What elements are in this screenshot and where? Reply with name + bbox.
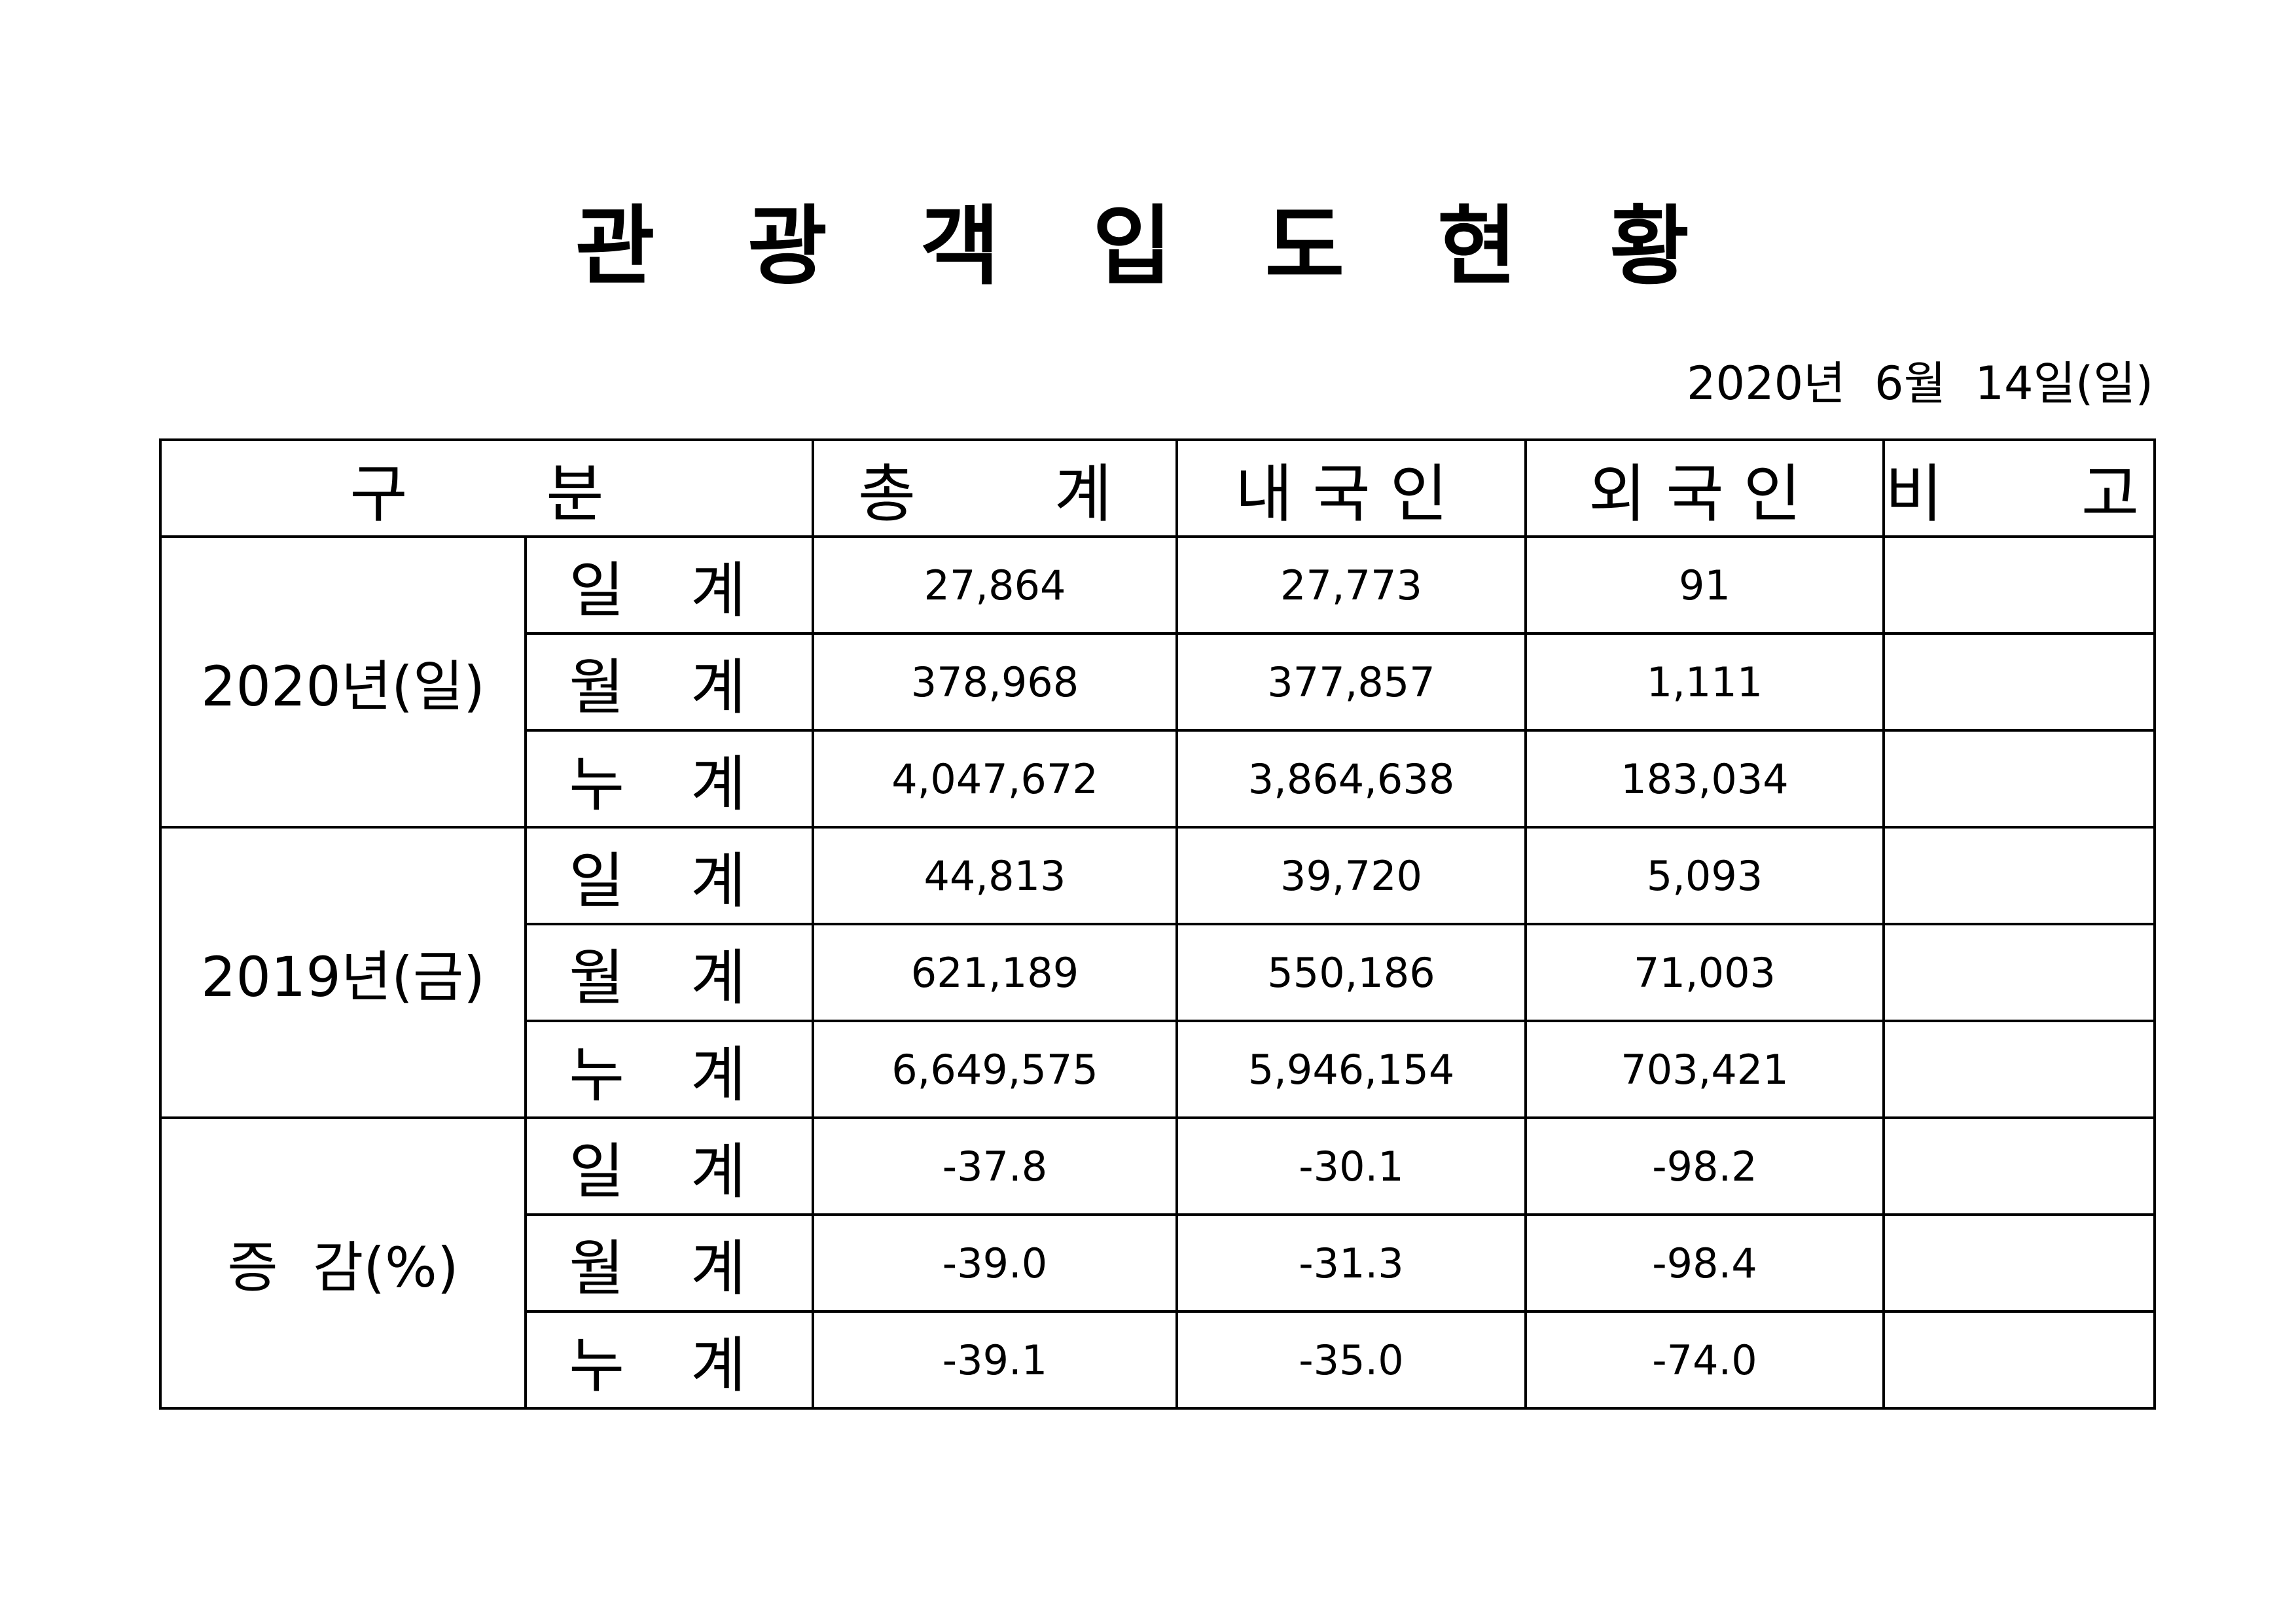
value-cell: 91 [1524, 535, 1885, 635]
remark-cell [1882, 923, 2156, 1022]
remark-cell [1882, 632, 2156, 732]
value-cell: 378,968 [812, 632, 1178, 732]
value-cell: 377,857 [1175, 632, 1527, 732]
row-label: 월 계 [524, 1213, 814, 1313]
remark-cell [1882, 1116, 2156, 1216]
remark-cell [1882, 826, 2156, 925]
data-row: 2020년(일) 일 계 27,864 27,773 91 [159, 535, 2156, 829]
row-label: 일 계 [524, 1116, 814, 1216]
group-label: 2019년(금) [159, 826, 527, 1119]
row-label: 월 계 [524, 923, 814, 1022]
group-label: 증 감(%) [159, 1116, 527, 1410]
value-cell: -30.1 [1175, 1116, 1527, 1216]
row-label: 누 계 [524, 729, 814, 829]
row-label: 누 계 [524, 1020, 814, 1119]
value-cell: 27,864 [812, 535, 1178, 635]
date: 2020년 6월 14일(일) [1687, 357, 2153, 410]
header-cell: 총 계 [812, 438, 1178, 538]
value-cell: 3,864,638 [1175, 729, 1527, 829]
data-row: 월 계 378,968 377,857 1,111 [160, 632, 2156, 732]
row-label: 일 계 [524, 826, 814, 925]
row-label: 누 계 [524, 1310, 814, 1410]
remark-cell [1882, 729, 2156, 829]
value-cell: -35.0 [1175, 1310, 1527, 1410]
value-cell: -39.0 [812, 1213, 1178, 1313]
value-cell: -98.4 [1524, 1213, 1885, 1313]
data-row: 증 감(%) 일 계 -37.8 -30.1 -98.2 [159, 1116, 2156, 1410]
title: 관 광 객 입 도 현 황 [575, 196, 1721, 297]
value-cell: 6,649,575 [812, 1020, 1178, 1119]
data-row: 월 계 621,189 550,186 71,003 [160, 923, 2156, 1022]
header-cell: 외국인 [1524, 438, 1885, 538]
remark-cell [1882, 1310, 2156, 1410]
value-cell: 550,186 [1175, 923, 1527, 1022]
value-cell: -31.3 [1175, 1213, 1527, 1313]
value-cell: 1,111 [1524, 632, 1885, 732]
header-cell: 내국인 [1175, 438, 1527, 538]
value-cell: 621,189 [812, 923, 1178, 1022]
data-row: 누 계 6,649,575 5,946,154 703,421 [160, 1020, 2156, 1119]
data-row: 월 계 -39.0 -31.3 -98.4 [160, 1213, 2156, 1313]
header-cell: 구 분 [159, 438, 814, 538]
row-label: 일 계 [524, 535, 814, 635]
value-cell: 71,003 [1524, 923, 1885, 1022]
value-cell: -74.0 [1524, 1310, 1885, 1410]
remark-cell [1882, 1020, 2156, 1119]
value-cell: 27,773 [1175, 535, 1527, 635]
value-cell: -98.2 [1524, 1116, 1885, 1216]
value-cell: 5,093 [1524, 826, 1885, 925]
value-cell: 39,720 [1175, 826, 1527, 925]
remark-cell [1882, 1213, 2156, 1313]
data-row: 누 계 -39.1 -35.0 -74.0 [160, 1310, 2156, 1410]
value-cell: -37.8 [812, 1116, 1178, 1216]
value-cell: -39.1 [812, 1310, 1178, 1410]
data-row: 2019년(금) 일 계 44,813 39,720 5,093 [159, 826, 2156, 1119]
group-label: 2020년(일) [159, 535, 527, 829]
value-cell: 4,047,672 [812, 729, 1178, 829]
remark-cell [1882, 535, 2156, 635]
value-cell: 5,946,154 [1175, 1020, 1527, 1119]
value-cell: 44,813 [812, 826, 1178, 925]
value-cell: 183,034 [1524, 729, 1885, 829]
data-row: 누 계 4,047,672 3,864,638 183,034 [160, 729, 2156, 829]
header-cell: 비 고 [1882, 438, 2156, 538]
row-label: 월 계 [524, 632, 814, 732]
value-cell: 703,421 [1524, 1020, 1885, 1119]
